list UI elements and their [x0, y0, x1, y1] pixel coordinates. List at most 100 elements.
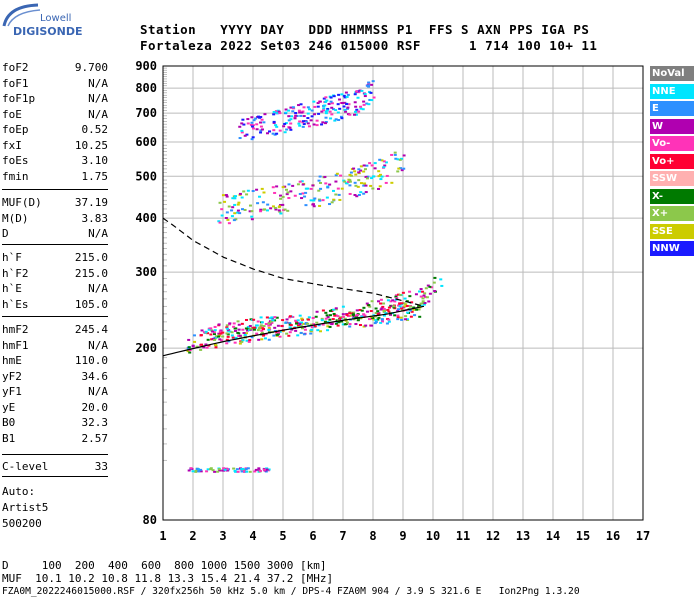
param-name: foEp: [2, 123, 29, 136]
echo-mark: [321, 121, 325, 124]
echo-mark: [334, 322, 338, 325]
echo-mark: [281, 195, 285, 198]
echo-mark: [371, 187, 375, 190]
echo-mark: [362, 306, 366, 309]
echo-mark: [238, 125, 242, 128]
echo-mark: [285, 318, 289, 321]
echo-mark: [249, 328, 253, 331]
echo-mark: [362, 170, 366, 173]
echo-mark: [287, 334, 291, 337]
echo-mark: [376, 313, 380, 316]
echo-mark: [277, 209, 281, 212]
echo-mark: [288, 326, 292, 329]
legend-item: NNE: [650, 83, 694, 99]
echo-mark: [428, 292, 432, 295]
echo-mark: [376, 187, 380, 190]
echo-mark: [306, 117, 310, 120]
echo-mark: [315, 310, 319, 313]
echo-mark: [322, 97, 326, 100]
echo-mark: [333, 314, 337, 317]
echo-mark: [188, 351, 192, 354]
echo-mark: [324, 116, 328, 119]
echo-mark: [302, 106, 306, 109]
echo-mark: [339, 174, 343, 177]
echo-mark: [263, 337, 267, 340]
echo-mark: [223, 468, 227, 471]
echo-mark: [299, 103, 303, 106]
echo-mark: [284, 122, 288, 125]
echo-mark: [259, 324, 263, 327]
echo-mark: [354, 110, 358, 113]
echo-mark: [194, 469, 198, 472]
echo-mark: [366, 175, 370, 178]
echo-mark: [262, 334, 266, 337]
echo-mark: [246, 118, 250, 121]
echo-mark: [354, 173, 358, 176]
echo-mark: [396, 158, 400, 161]
echo-mark: [326, 329, 330, 332]
echo-mark: [284, 111, 288, 114]
echo-mark: [272, 113, 276, 116]
echo-mark: [296, 183, 300, 186]
echo-mark: [321, 199, 325, 202]
echo-mark: [272, 121, 276, 124]
echo-mark: [238, 137, 242, 140]
echo-mark: [294, 319, 298, 322]
echo-mark: [250, 336, 254, 339]
x-tick-label: 5: [279, 529, 286, 543]
echo-mark: [293, 117, 297, 120]
echo-mark: [250, 116, 254, 119]
echo-mark: [379, 298, 383, 301]
param-value: N/A: [88, 92, 108, 105]
echo-mark: [255, 188, 259, 191]
echo-mark: [327, 322, 331, 325]
echo-mark: [267, 468, 271, 471]
echo-mark: [260, 329, 264, 332]
echo-mark: [255, 332, 259, 335]
echo-mark: [362, 100, 366, 103]
echo-mark: [402, 154, 406, 157]
echo-mark: [425, 296, 429, 299]
echo-mark: [273, 326, 277, 329]
echo-mark: [236, 320, 240, 323]
echo-mark: [354, 113, 358, 116]
echo-mark: [245, 133, 249, 136]
echo-mark: [218, 469, 222, 472]
echo-mark: [240, 196, 244, 199]
echo-mark: [393, 153, 397, 156]
echo-mark: [300, 111, 304, 114]
echo-mark: [250, 215, 254, 218]
echo-mark: [362, 184, 366, 187]
echo-mark: [238, 342, 242, 345]
echo-mark: [251, 326, 255, 329]
x-tick-label: 2: [189, 529, 196, 543]
echo-mark: [374, 315, 378, 318]
echo-mark: [301, 110, 305, 113]
echo-mark: [332, 189, 336, 192]
echo-mark: [381, 305, 385, 308]
echo-mark: [287, 197, 291, 200]
echo-mark: [232, 219, 236, 222]
echo-mark: [221, 331, 225, 334]
echo-mark: [405, 300, 409, 303]
echo-mark: [398, 167, 402, 170]
param-name: fxI: [2, 138, 22, 152]
echo-mark: [410, 310, 414, 313]
echo-mark: [330, 201, 334, 204]
echo-mark: [237, 201, 241, 204]
echo-mark: [237, 334, 241, 337]
echo-mark: [356, 96, 360, 99]
echo-mark: [259, 325, 263, 328]
echo-mark: [250, 210, 254, 213]
echo-mark: [362, 192, 366, 195]
echo-mark: [419, 302, 423, 305]
echo-mark: [242, 331, 246, 334]
echo-mark: [231, 197, 235, 200]
echo-mark: [236, 209, 240, 212]
param-value: N/A: [88, 76, 108, 90]
echo-mark: [272, 120, 276, 123]
echo-mark: [348, 113, 352, 116]
echo-mark: [199, 348, 203, 351]
echo-mark: [227, 329, 231, 332]
y-tick-label: 900: [135, 59, 157, 73]
